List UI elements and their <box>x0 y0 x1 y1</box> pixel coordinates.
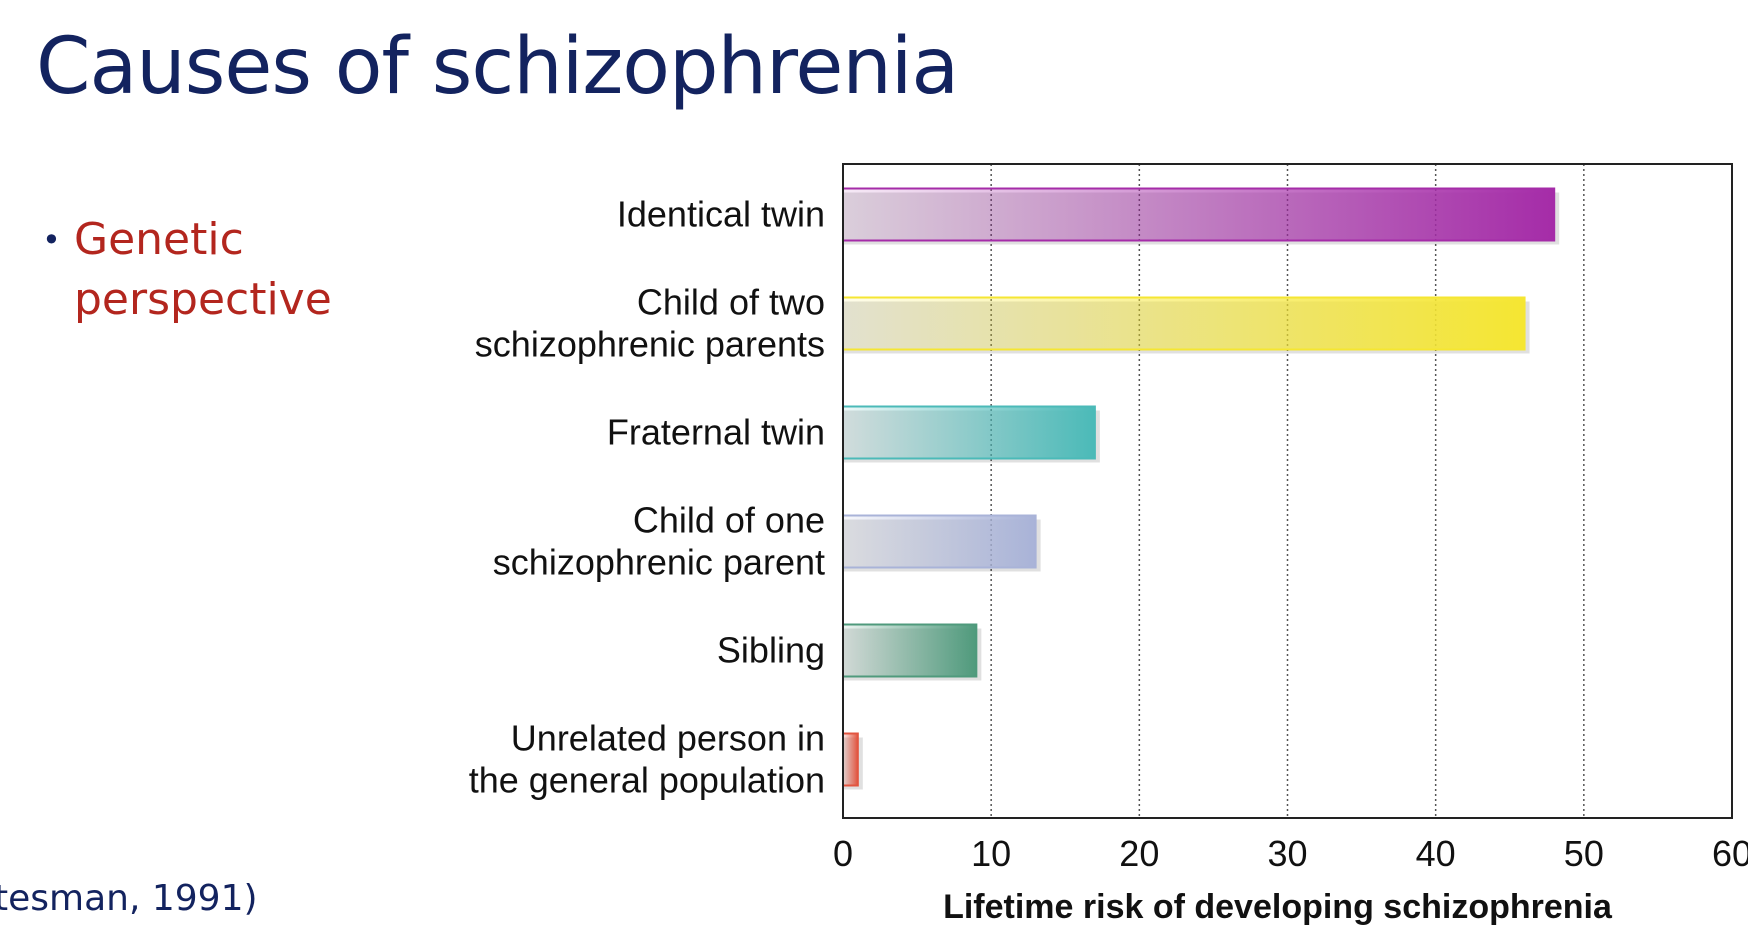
bullet-text-line-2: perspective <box>74 274 332 325</box>
plot-frame <box>842 163 1733 819</box>
bar <box>842 405 1096 460</box>
bar <box>842 732 859 787</box>
category-label: the general population <box>469 760 825 801</box>
bar <box>842 187 1556 242</box>
bars <box>842 187 1560 790</box>
x-tick-label: 30 <box>1267 833 1307 874</box>
category-label: Child of two <box>637 282 825 323</box>
category-label: Unrelated person in <box>511 718 825 759</box>
slide-title: Causes of schizophrenia <box>36 22 959 112</box>
x-tick-label: 40 <box>1416 833 1456 874</box>
x-axis-title: Lifetime risk of developing schizophreni… <box>943 888 1613 926</box>
bullet-text: Genetic perspective <box>74 210 404 330</box>
category-label: schizophrenic parent <box>493 542 825 583</box>
x-tick-label: 50 <box>1564 833 1604 874</box>
bar <box>842 296 1526 351</box>
bar <box>842 514 1037 569</box>
grid-lines <box>990 164 1585 818</box>
citation: tesman, 1991) <box>0 878 258 919</box>
category-label: Child of one <box>633 500 825 541</box>
category-label: schizophrenic parents <box>475 324 825 365</box>
x-tick-label: 0 <box>833 833 853 874</box>
category-label: Sibling <box>717 630 825 671</box>
bullet-text-line-1: Genetic <box>74 214 244 265</box>
bullet-marker: • <box>42 221 61 259</box>
x-tick-labels: 0 10 20 30 40 50 60 <box>833 833 1748 874</box>
category-label: Identical twin <box>617 194 825 235</box>
x-tick-label: 60 <box>1712 833 1748 874</box>
bar <box>842 623 978 678</box>
x-tick-label: 20 <box>1119 833 1159 874</box>
category-label: Fraternal twin <box>607 412 825 453</box>
x-tick-label: 10 <box>971 833 1011 874</box>
